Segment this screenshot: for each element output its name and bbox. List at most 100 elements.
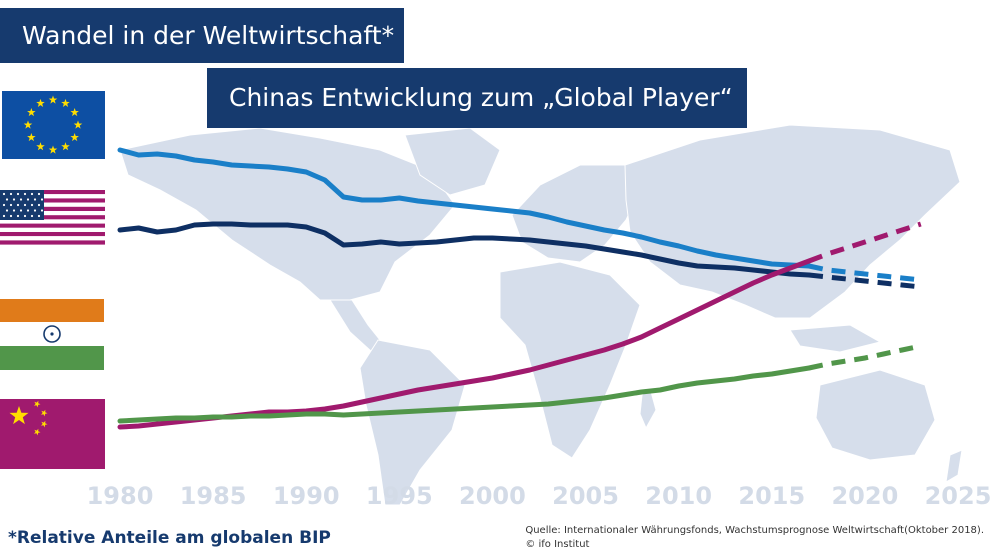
- page-title: Wandel in der Weltwirtschaft*: [0, 8, 404, 63]
- world-map-background: [119, 124, 963, 506]
- eu-flag-icon: [2, 91, 105, 159]
- cn-stars: [9, 400, 48, 436]
- us-stripe: [0, 211, 105, 216]
- eu-star: [48, 95, 58, 104]
- eu-star: [27, 133, 36, 142]
- us-star: [19, 209, 23, 212]
- series-forecast-usa: [808, 272, 922, 290]
- us-star: [30, 203, 34, 207]
- series-line-india: [117, 365, 812, 424]
- x-tick-label-1985: 1985: [180, 482, 247, 510]
- us-stripe: [0, 227, 105, 232]
- china-flag-icon: [0, 399, 105, 469]
- x-tick-label-1990: 1990: [273, 482, 340, 510]
- eu-stars: [23, 95, 83, 154]
- eu-star: [70, 108, 79, 117]
- map-indonesia: [789, 324, 882, 353]
- us-star: [26, 198, 30, 201]
- eu-star: [70, 133, 79, 142]
- us-star: [40, 198, 44, 201]
- us-star: [23, 203, 27, 207]
- cn-small-star: [34, 428, 41, 436]
- series-forecast-india: [808, 343, 922, 371]
- us-star: [37, 203, 41, 207]
- eu-star: [73, 120, 83, 129]
- us-star: [5, 209, 9, 212]
- us-star: [12, 198, 16, 201]
- x-tick-label-2005: 2005: [552, 482, 619, 510]
- us-stripe: [0, 215, 105, 220]
- x-tick-label-2020: 2020: [831, 482, 898, 510]
- us-stripe: [0, 202, 105, 207]
- source-line: Quelle: Internationaler Währungsfonds, W…: [525, 525, 984, 536]
- us-star: [2, 192, 6, 196]
- us-stars: [2, 192, 44, 218]
- map-asia: [624, 124, 961, 319]
- us-star: [37, 214, 41, 218]
- x-tick-label-1980: 1980: [87, 482, 154, 510]
- us-stripe: [0, 236, 105, 241]
- us-star: [16, 192, 20, 196]
- us-star: [30, 192, 34, 196]
- x-tick-label-2000: 2000: [459, 482, 526, 510]
- us-star: [2, 203, 6, 207]
- map-south-america: [359, 339, 466, 506]
- map-new-zealand: [945, 449, 963, 483]
- map-europe: [511, 164, 641, 263]
- x-tick-label-1995: 1995: [366, 482, 433, 510]
- us-star: [9, 203, 13, 207]
- us-star: [23, 214, 27, 218]
- us-stripe: [0, 232, 105, 237]
- us-stripe: [0, 219, 105, 224]
- source-note: Quelle: Internationaler Währungsfonds, W…: [525, 524, 984, 552]
- eu-star: [27, 108, 36, 117]
- cn-small-star: [41, 420, 48, 428]
- cn-big-star: [9, 406, 29, 425]
- series-layer: [117, 147, 922, 430]
- us-star: [33, 198, 37, 201]
- us-star: [37, 192, 41, 196]
- footnote: *Relative Anteile am globalen BIP: [8, 528, 331, 548]
- us-stripe: [0, 240, 105, 245]
- series-forecast-eu: [808, 263, 922, 283]
- us-star: [19, 198, 23, 201]
- series-line-eu: [117, 147, 812, 269]
- us-stripe: [0, 223, 105, 228]
- eu-star: [61, 98, 70, 107]
- legend: [0, 91, 105, 469]
- us-star: [9, 214, 13, 218]
- us-star: [26, 209, 30, 212]
- us-stripes: [0, 190, 105, 245]
- x-tick-label-2010: 2010: [645, 482, 712, 510]
- copyright-line: © ifo Institut: [525, 539, 590, 550]
- us-star: [40, 209, 44, 212]
- x-axis: 1980 1985 1990 1995 2000 2005 2010 2015 2020 2025: [87, 482, 990, 510]
- us-star: [5, 198, 9, 201]
- us-star: [9, 192, 13, 196]
- series-forecast-china: [808, 221, 922, 264]
- page-subtitle: Chinas Entwicklung zum „Global Player“: [207, 68, 747, 128]
- eu-star: [36, 142, 45, 151]
- usa-flag-icon: [0, 190, 105, 245]
- x-tick-label-2025: 2025: [925, 482, 990, 510]
- us-star: [2, 214, 6, 218]
- map-australia: [815, 369, 936, 461]
- us-stripe: [0, 206, 105, 211]
- us-star: [16, 214, 20, 218]
- us-star: [30, 214, 34, 218]
- us-star: [12, 209, 16, 212]
- map-greenland: [404, 127, 501, 196]
- x-tick-label-2015: 2015: [738, 482, 805, 510]
- eu-star: [23, 120, 33, 129]
- map-north-america: [119, 127, 456, 301]
- cn-small-star: [41, 409, 48, 417]
- eu-star: [48, 145, 58, 154]
- us-star: [16, 203, 20, 207]
- us-star: [33, 209, 37, 212]
- us-stripe: [0, 194, 105, 199]
- eu-star: [36, 98, 45, 107]
- india-flag-icon: [0, 299, 104, 370]
- cn-small-star: [34, 400, 41, 408]
- us-stripe: [0, 198, 105, 203]
